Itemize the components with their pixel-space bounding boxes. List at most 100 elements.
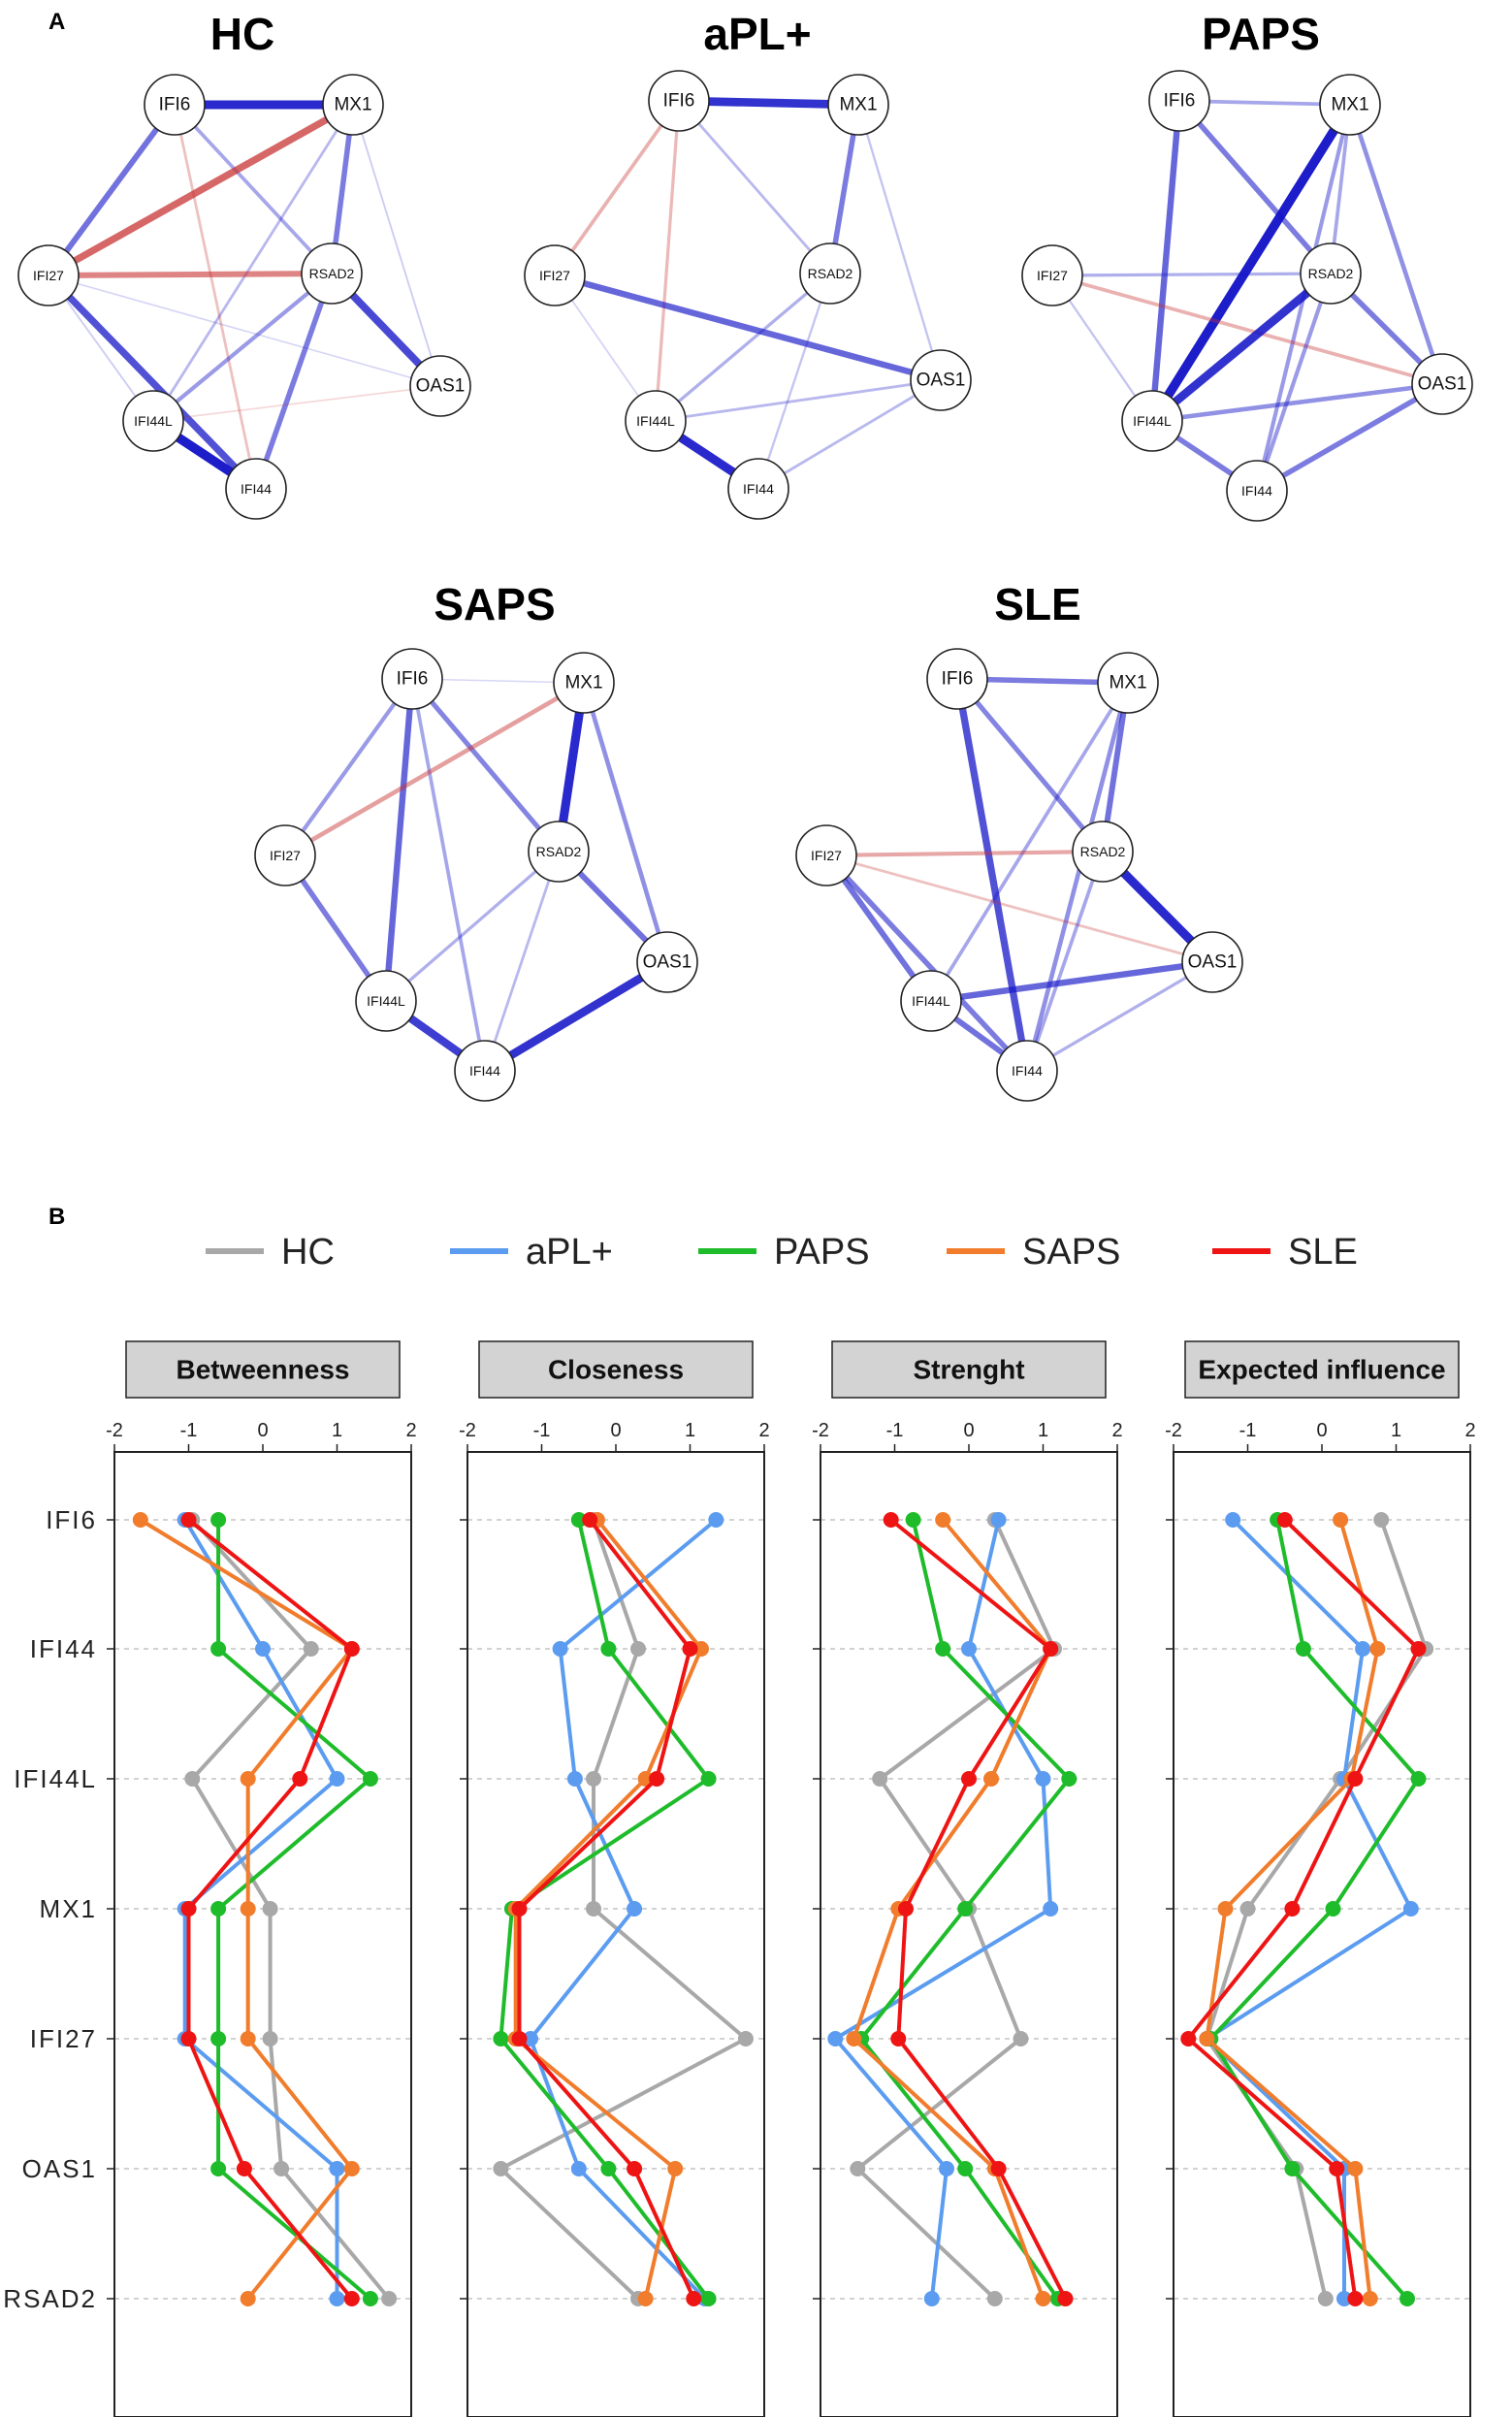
node-ifi44l[interactable]: IFI44L — [122, 390, 184, 452]
point-hc-ifi6 — [1373, 1512, 1390, 1528]
point-sle-ifi44l — [649, 1771, 665, 1787]
node-label: OAS1 — [416, 376, 466, 397]
edge-ifi27-oas1 — [824, 854, 1214, 964]
edge-ifi6-rsad2 — [954, 676, 1106, 854]
node-ifi27[interactable]: IFI27 — [254, 824, 316, 886]
node-label: IFI27 — [270, 848, 301, 863]
point-saps-rsad2 — [637, 2291, 654, 2306]
x-tick-label: 2 — [1464, 1420, 1475, 1441]
point-saps-ifi44l — [983, 1771, 999, 1787]
node-circle — [409, 355, 471, 417]
node-ifi44l[interactable]: IFI44L — [355, 970, 417, 1032]
edge-mx1-oas1 — [581, 680, 670, 965]
point-paps-ifi44l — [1061, 1771, 1078, 1787]
point-saps-ifi44l — [637, 1771, 654, 1787]
point-hc-ifi44l — [872, 1771, 888, 1787]
x-tick-label: 0 — [1316, 1420, 1327, 1441]
node-ifi6[interactable]: IFI6 — [144, 74, 206, 136]
node-mx1[interactable]: MX1 — [827, 74, 889, 136]
legend-label: SAPS — [1022, 1232, 1120, 1273]
node-mx1[interactable]: MX1 — [1319, 74, 1381, 136]
x-tick-label: 0 — [963, 1420, 974, 1441]
facet-strip — [125, 1340, 401, 1399]
node-circle — [799, 242, 861, 305]
node-mx1[interactable]: MX1 — [322, 74, 384, 136]
node-label: MX1 — [839, 95, 877, 115]
y-tick-label-ifi6: IFI6 — [46, 1505, 97, 1534]
node-ifi44[interactable]: IFI44 — [1226, 460, 1288, 522]
point-paps-rsad2 — [1399, 2291, 1415, 2306]
edge-mx1-ifi44 — [1024, 680, 1131, 1074]
node-label: IFI44 — [469, 1063, 500, 1079]
point-paps-ifi44 — [600, 1641, 617, 1657]
node-ifi44l[interactable]: IFI44L — [900, 970, 962, 1032]
legend: HC aPL+ PAPS SAPS SLE — [206, 1232, 1358, 1273]
node-ifi44l[interactable]: IFI44L — [625, 390, 687, 452]
node-rsad2[interactable]: RSAD2 — [528, 821, 590, 883]
point-hc-mx1 — [1239, 1901, 1256, 1917]
point-hc-ifi44 — [630, 1641, 646, 1657]
node-circle — [17, 244, 80, 306]
node-ifi27[interactable]: IFI27 — [17, 244, 80, 306]
node-oas1[interactable]: OAS1 — [910, 349, 972, 411]
edge-ifi27-oas1 — [551, 272, 945, 384]
edge-rsad2-ifi44 — [756, 272, 832, 491]
node-circle — [254, 824, 316, 886]
node-rsad2[interactable]: RSAD2 — [1072, 821, 1134, 883]
node-rsad2[interactable]: RSAD2 — [301, 242, 363, 305]
edge-rsad2-ifi44l — [150, 271, 335, 424]
node-circle — [553, 652, 615, 714]
node-label: IFI44 — [1241, 483, 1272, 499]
y-tick-label-oas1: OAS1 — [22, 2154, 97, 2183]
node-oas1[interactable]: OAS1 — [409, 355, 471, 417]
point-paps-oas1 — [957, 2161, 974, 2176]
node-ifi44l[interactable]: IFI44L — [1121, 390, 1183, 452]
point-sle-mx1 — [1284, 1901, 1301, 1917]
legend-item-sle: SLE — [1212, 1232, 1358, 1273]
point-sle-ifi44l — [292, 1771, 308, 1787]
facet-betweenness: Betweenness -2 -1 0 1 2 IFI6 IFI44 IFI44L MX1 IFI2… — [3, 1340, 417, 2417]
node-ifi27[interactable]: IFI27 — [1021, 244, 1083, 306]
point-sle-ifi27 — [890, 2031, 907, 2046]
point-hc-ifi44l — [184, 1771, 201, 1787]
point-apl-ifi44 — [552, 1641, 568, 1657]
node-circle — [144, 74, 206, 136]
network-title-apl: aPL+ — [703, 9, 811, 59]
node-ifi27[interactable]: IFI27 — [524, 244, 586, 306]
point-hc-ifi27 — [1013, 2031, 1029, 2046]
edge-ifi27-rsad2 — [46, 271, 335, 278]
node-mx1[interactable]: MX1 — [553, 652, 615, 714]
node-ifi44[interactable]: IFI44 — [727, 458, 789, 520]
node-oas1[interactable]: OAS1 — [1411, 353, 1473, 415]
point-apl-oas1 — [570, 2161, 587, 2176]
point-paps-ifi44 — [210, 1641, 227, 1657]
node-rsad2[interactable]: RSAD2 — [799, 242, 861, 305]
edge-oas1-ifi44 — [1025, 960, 1214, 1073]
node-ifi44[interactable]: IFI44 — [225, 458, 287, 520]
node-circle — [1411, 353, 1473, 415]
node-label: IFI6 — [942, 669, 974, 690]
node-ifi27[interactable]: IFI27 — [795, 824, 857, 886]
node-circle — [910, 349, 972, 411]
node-ifi6[interactable]: IFI6 — [381, 648, 443, 710]
node-circle — [1148, 70, 1210, 132]
node-oas1[interactable]: OAS1 — [1181, 931, 1243, 993]
y-tick-label-ifi44l: IFI44L — [14, 1764, 97, 1793]
edge-ifi6-rsad2 — [409, 676, 562, 854]
legend-item-paps: PAPS — [698, 1232, 870, 1273]
node-ifi44[interactable]: IFI44 — [454, 1040, 516, 1102]
node-rsad2[interactable]: RSAD2 — [1300, 242, 1362, 305]
edge-rsad2-ifi44 — [253, 271, 335, 492]
node-ifi6[interactable]: IFI6 — [648, 70, 710, 132]
node-mx1[interactable]: MX1 — [1097, 652, 1159, 714]
edge-oas1-ifi44l — [152, 385, 441, 422]
point-sle-rsad2 — [686, 2291, 702, 2306]
node-ifi6[interactable]: IFI6 — [926, 648, 988, 710]
node-ifi6[interactable]: IFI6 — [1148, 70, 1210, 132]
node-ifi44[interactable]: IFI44 — [996, 1040, 1058, 1102]
facet-title: Betweenness — [177, 1355, 350, 1385]
node-oas1[interactable]: OAS1 — [636, 931, 698, 993]
point-hc-ifi27 — [262, 2031, 278, 2046]
edge-ifi27-rsad2 — [1050, 272, 1333, 277]
facet-title: Closeness — [548, 1355, 684, 1385]
